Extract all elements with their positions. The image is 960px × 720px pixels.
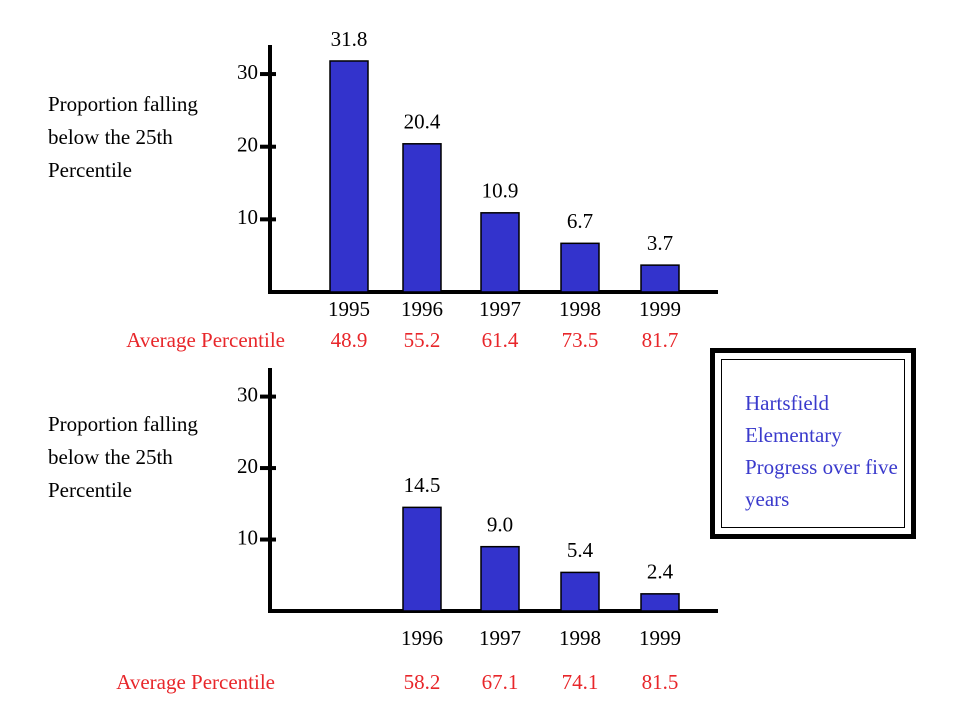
sidebar-box: Hartsfield Elementary Progress over five…	[710, 348, 916, 539]
y-tick-label: 30	[237, 60, 258, 84]
y-axis-label: Proportion falling below the 25th Percen…	[48, 412, 198, 502]
average-value: 81.5	[642, 670, 679, 694]
average-value: 81.7	[642, 328, 679, 352]
x-tick-label: 1995	[328, 297, 370, 321]
y-tick-label: 10	[237, 205, 258, 229]
sidebar-inner	[721, 359, 905, 528]
bar	[402, 506, 442, 612]
x-tick-label: 1996	[401, 626, 443, 650]
bar	[560, 571, 600, 612]
x-tick-label: 1998	[559, 297, 601, 321]
bar	[640, 264, 680, 293]
average-value: 55.2	[404, 328, 441, 352]
average-value: 67.1	[482, 670, 519, 694]
bar	[560, 242, 600, 293]
bar	[329, 60, 369, 293]
value-label: 2.4	[647, 560, 674, 584]
average-value: 73.5	[562, 328, 599, 352]
y-tick-label: 30	[237, 382, 258, 406]
x-tick-label: 1999	[639, 297, 681, 321]
average-value: 74.1	[562, 670, 599, 694]
average-value: 48.9	[331, 328, 368, 352]
x-tick-label: 1999	[639, 626, 681, 650]
value-label: 3.7	[647, 231, 673, 255]
x-tick-label: 1997	[479, 626, 521, 650]
average-value: 61.4	[482, 328, 519, 352]
average-label: Average Percentile	[116, 670, 275, 694]
sidebar-text: Hartsfield Elementary Progress over five…	[745, 391, 898, 511]
y-tick-label: 20	[237, 133, 258, 157]
y-tick-label: 20	[237, 454, 258, 478]
value-label: 6.7	[567, 209, 593, 233]
x-tick-label: 1998	[559, 626, 601, 650]
x-tick-label: 1996	[401, 297, 443, 321]
x-tick-label: 1997	[479, 297, 521, 321]
value-label: 10.9	[482, 179, 519, 203]
value-label: 9.0	[487, 512, 513, 536]
bar	[480, 212, 520, 293]
average-label: Average Percentile	[126, 328, 285, 352]
value-label: 14.5	[404, 473, 441, 497]
bar	[402, 143, 442, 293]
bar	[640, 593, 680, 612]
value-label: 20.4	[404, 110, 441, 134]
value-label: 31.8	[331, 27, 368, 51]
bar	[480, 545, 520, 612]
value-label: 5.4	[567, 538, 594, 562]
average-value: 58.2	[404, 670, 441, 694]
y-tick-label: 10	[237, 525, 258, 549]
y-axis-label: Proportion falling below the 25th Percen…	[48, 92, 198, 182]
